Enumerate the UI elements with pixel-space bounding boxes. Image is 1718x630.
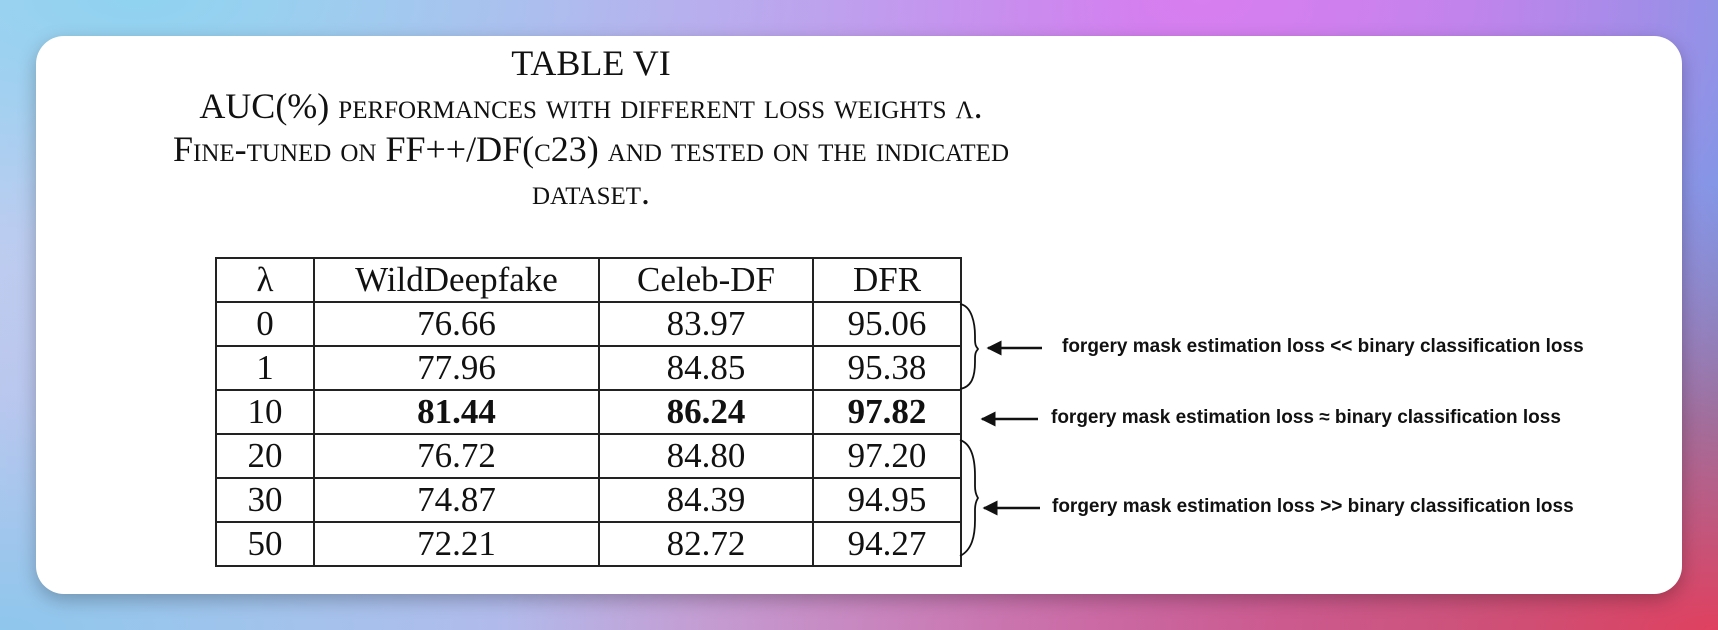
table-row: 20 76.72 84.80 97.20 [215,433,962,479]
cell-celeb-df: 82.72 [598,521,814,567]
caption-line-1: AUC(%) performances with different loss … [199,86,983,126]
table-row: 0 76.66 83.97 95.06 [215,301,962,347]
cell-dfr: 95.38 [812,345,962,391]
header-dfr: DFR [812,257,962,303]
cell-dfr: 95.06 [812,301,962,347]
cell-lambda: 10 [215,389,315,435]
cell-celeb-df: 83.97 [598,301,814,347]
cell-wilddeepfake: 74.87 [313,477,600,523]
cell-wilddeepfake: 81.44 [313,389,600,435]
cell-celeb-df: 84.85 [598,345,814,391]
results-table: λ WildDeepfake Celeb-DF DFR 0 76.66 83.9… [215,257,962,567]
cell-wilddeepfake: 72.21 [313,521,600,567]
cell-lambda: 50 [215,521,315,567]
cell-celeb-df: 84.39 [598,477,814,523]
table-caption: TABLE VI AUC(%) performances with differ… [36,42,1146,214]
cell-dfr: 97.82 [812,389,962,435]
annotation-low-loss: forgery mask estimation loss << binary c… [1062,336,1584,357]
table-number: TABLE VI [511,43,671,83]
cell-wilddeepfake: 76.72 [313,433,600,479]
table-row: 30 74.87 84.39 94.95 [215,477,962,523]
cell-wilddeepfake: 77.96 [313,345,600,391]
brace-high-icon [959,439,980,557]
annotation-high-loss: forgery mask estimation loss >> binary c… [1052,496,1574,517]
cell-lambda: 1 [215,345,315,391]
cell-dfr: 97.20 [812,433,962,479]
cell-dfr: 94.27 [812,521,962,567]
cell-lambda: 20 [215,433,315,479]
brace-low-icon [959,303,980,390]
header-celeb-df: Celeb-DF [598,257,814,303]
cell-celeb-df: 84.80 [598,433,814,479]
cell-lambda: 30 [215,477,315,523]
table-row: 50 72.21 82.72 94.27 [215,521,962,567]
cell-dfr: 94.95 [812,477,962,523]
caption-line-3: dataset. [531,172,651,212]
header-lambda: λ [215,257,315,303]
cell-lambda: 0 [215,301,315,347]
caption-line-2: Fine-tuned on FF++/DF(c23) and tested on… [172,129,1010,169]
annotation-layer [959,303,1042,557]
table-row-best: 10 81.44 86.24 97.82 [215,389,962,435]
cell-wilddeepfake: 76.66 [313,301,600,347]
figure-card: TABLE VI AUC(%) performances with differ… [36,36,1682,594]
header-wilddeepfake: WildDeepfake [313,257,600,303]
table-row: 1 77.96 84.85 95.38 [215,345,962,391]
annotation-equal-loss: forgery mask estimation loss ≈ binary cl… [1051,407,1561,428]
cell-celeb-df: 86.24 [598,389,814,435]
table-header-row: λ WildDeepfake Celeb-DF DFR [215,257,962,303]
